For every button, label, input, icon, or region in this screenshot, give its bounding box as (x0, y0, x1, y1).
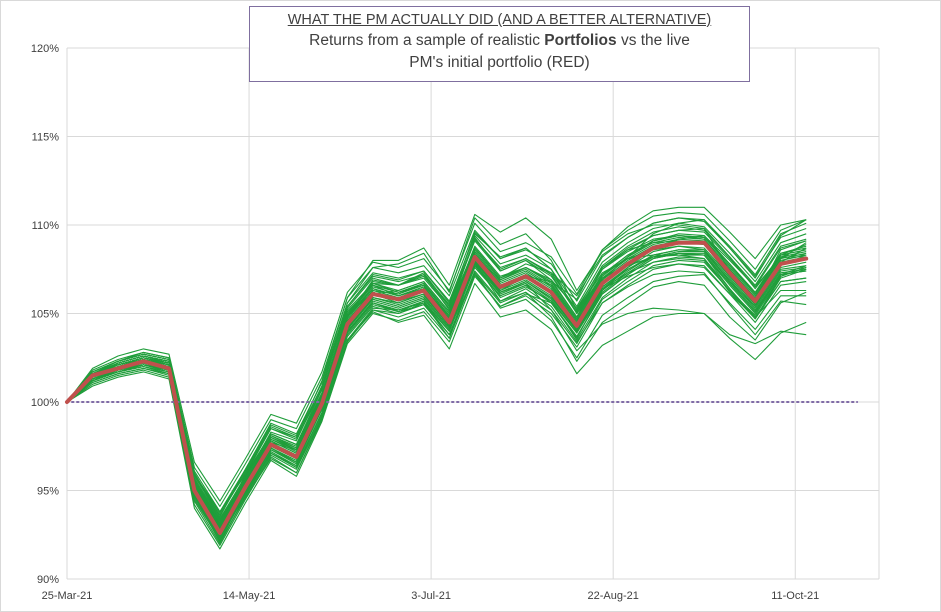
chart-subtitle-line1: Returns from a sample of realistic Portf… (250, 30, 749, 52)
alt-portfolio-line-15 (66, 226, 807, 515)
alt-portfolio-line-8 (66, 259, 807, 546)
alt-portfolio-line-13 (66, 235, 807, 523)
y-tick-label: 110% (32, 220, 60, 232)
chart-title: WHAT THE PM ACTUALLY DID (AND A BETTER A… (287, 12, 712, 28)
y-tick-label: 95% (37, 486, 59, 498)
x-axis-ticks: 25-Mar-21 14-May-21 3-Jul-21 22-Aug-21 11-Oc… (42, 590, 820, 602)
chart-title-box: WHAT THE PM ACTUALLY DID (AND A BETTER A… (249, 6, 750, 82)
subtitle-text-2: vs the live (616, 32, 690, 49)
alt-portfolio-line-5 (66, 212, 807, 502)
pm-portfolio-line (65, 240, 809, 535)
y-axis-ticks: 90% 95% 100% 105% 110% 115% 120% (31, 43, 59, 586)
alternative-portfolio-series (66, 206, 807, 550)
y-tick-label: 105% (31, 309, 59, 321)
alt-portfolio-line-36 (66, 235, 807, 523)
alt-portfolio-line-1 (66, 235, 807, 522)
chart-subtitle-line2: PM's initial portfolio (RED) (409, 54, 590, 71)
x-tick-label: 25-Mar-21 (42, 590, 93, 602)
x-tick-label: 3-Jul-21 (411, 590, 451, 602)
alt-portfolio-line-35 (66, 217, 807, 527)
pm-series-group (65, 240, 809, 535)
x-tick-label: 11-Oct-21 (771, 590, 819, 602)
alt-portfolio-line-33 (66, 217, 807, 520)
y-tick-label: 100% (31, 397, 59, 409)
subtitle-text-1: Returns from a sample of realistic (309, 32, 545, 49)
alt-portfolio-line-27 (66, 233, 807, 529)
y-tick-label: 90% (37, 574, 59, 586)
y-tick-label: 120% (31, 43, 59, 55)
subtitle-bold-word: Portfolios (544, 32, 617, 49)
alt-portfolio-line-22 (66, 231, 807, 539)
alt-portfolio-line-9 (66, 238, 807, 527)
y-tick-label: 115% (32, 132, 60, 144)
x-tick-label: 22-Aug-21 (588, 590, 639, 602)
x-tick-label: 14-May-21 (223, 590, 276, 602)
